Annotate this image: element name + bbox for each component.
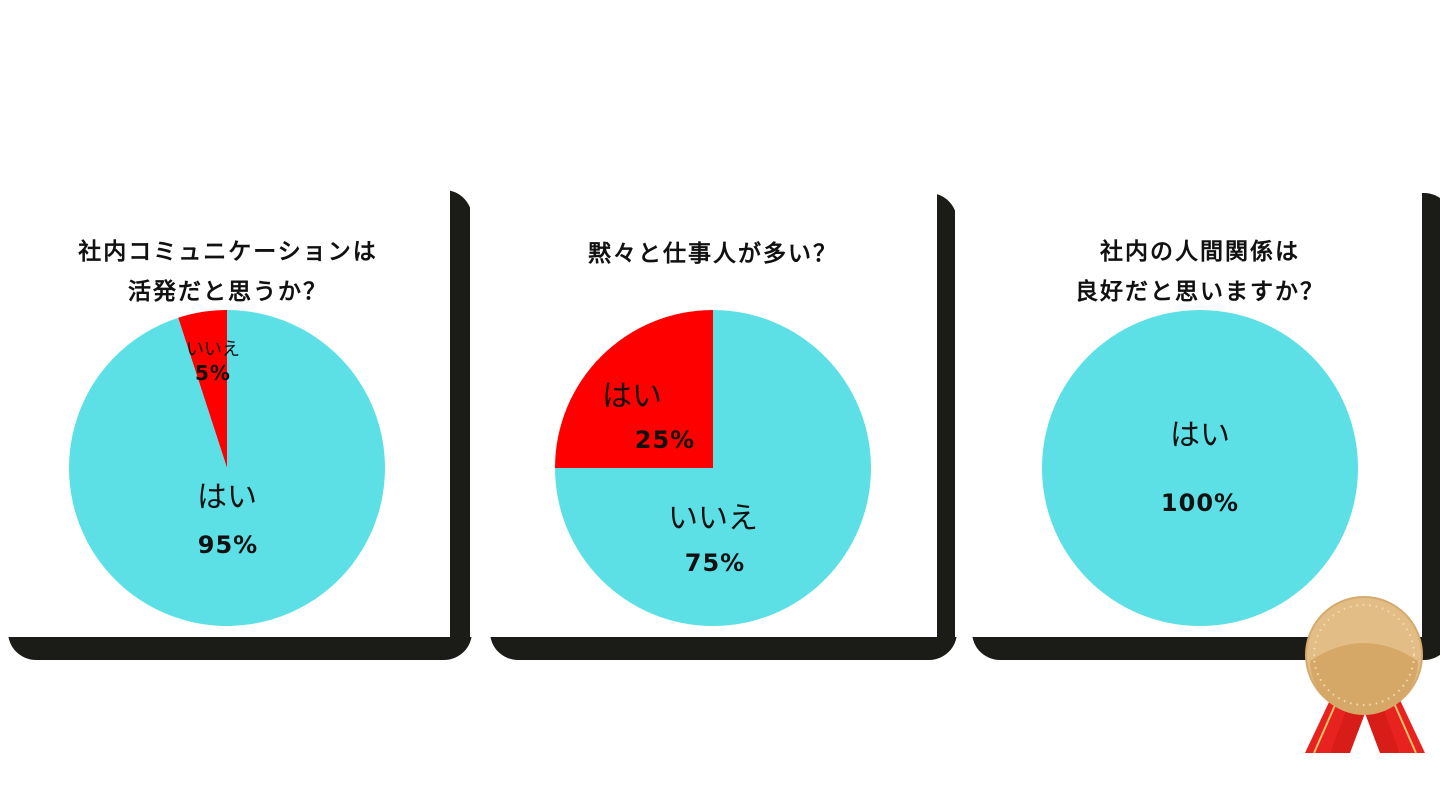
chart-1-slice-no-label: いいえ	[186, 339, 240, 360]
chart-2-title-line-1: 黙々と仕事人が多い？	[588, 241, 838, 267]
chart-1-slice-2	[68, 310, 385, 626]
chart-1-title-line-1: 社内コミュニケーションは	[78, 239, 378, 265]
chart-1-slice-yes-label: はい	[197, 480, 257, 515]
chart-2-slice-yes-label: はい	[602, 379, 662, 414]
chart-2-slice-no-label: いいえ	[668, 501, 758, 536]
chart-3-slice-yes-value: 100%	[1160, 489, 1240, 517]
chart-3-title-line-1: 社内の人間関係は	[1100, 239, 1300, 265]
chart-3-slice-yes-label: はい	[1170, 418, 1230, 453]
chart-1-title: 社内コミュニケーションは 活発だと思うか？	[8, 232, 448, 312]
chart-3-title: 社内の人間関係は 良好だと思いますか？	[980, 232, 1420, 312]
chart-3-slice-1	[1042, 310, 1358, 626]
chart-2-slice-yes-value: 25%	[634, 426, 696, 454]
chart-3-title-line-2: 良好だと思いますか？	[1075, 279, 1325, 305]
chart-2-slice-2	[555, 310, 871, 626]
chart-2-slice-no-value: 75%	[684, 549, 746, 577]
chart-1-slice-1	[178, 310, 227, 468]
chart-1-title-line-2: 活発だと思うか？	[128, 279, 328, 305]
chart-1-slice-no-value: 5%	[195, 361, 231, 385]
chart-2-slice-1	[555, 310, 713, 468]
medal-icon	[1305, 596, 1425, 754]
chart-1-slice-yes-value: 95%	[197, 531, 259, 559]
chart-2-title: 黙々と仕事人が多い？	[493, 234, 933, 274]
